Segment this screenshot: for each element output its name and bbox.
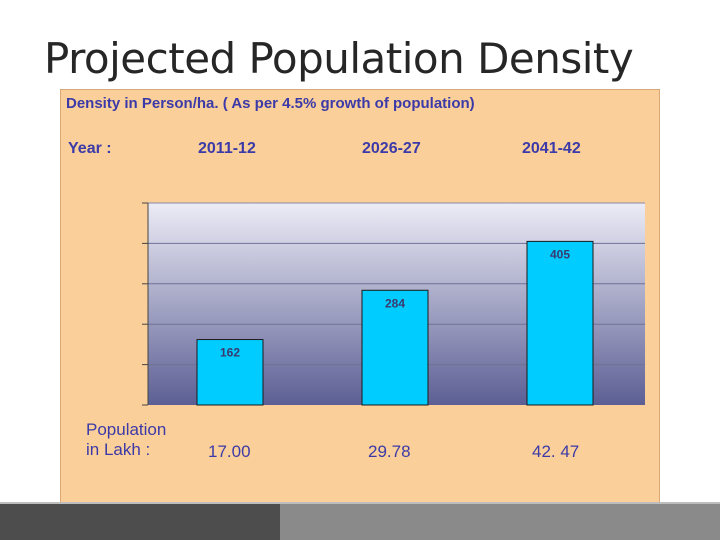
population-label-line1: Population	[86, 420, 167, 439]
slide-title: Projected Population Density	[44, 34, 634, 83]
slide-footer-grey	[280, 504, 720, 540]
population-label: Population in Lakh :	[86, 420, 166, 460]
population-value-2041-42: 42. 47	[532, 442, 580, 461]
year-2011-12: 2011-12	[198, 140, 256, 157]
population-label-line2: in Lakh :	[86, 440, 151, 459]
data-label-2041-42: 405	[550, 247, 570, 261]
data-label-2011-12: 162	[220, 346, 240, 360]
bar-2041-42	[526, 240, 594, 406]
slide-footer-dark	[0, 504, 280, 540]
bar-2011-12	[196, 339, 264, 406]
year-label: Year :	[68, 140, 112, 157]
year-2041-42: 2041-42	[522, 140, 581, 157]
slide-footer-edge	[0, 502, 720, 504]
chart-subtitle: Density in Person/ha. ( As per 4.5% grow…	[66, 95, 475, 112]
population-value-2011-12: 17.00	[208, 442, 251, 461]
data-label-2026-27: 284	[385, 296, 405, 310]
bar-2026-27	[361, 289, 429, 406]
population-value-2026-27: 29.78	[368, 442, 411, 461]
year-2026-27: 2026-27	[362, 140, 421, 157]
